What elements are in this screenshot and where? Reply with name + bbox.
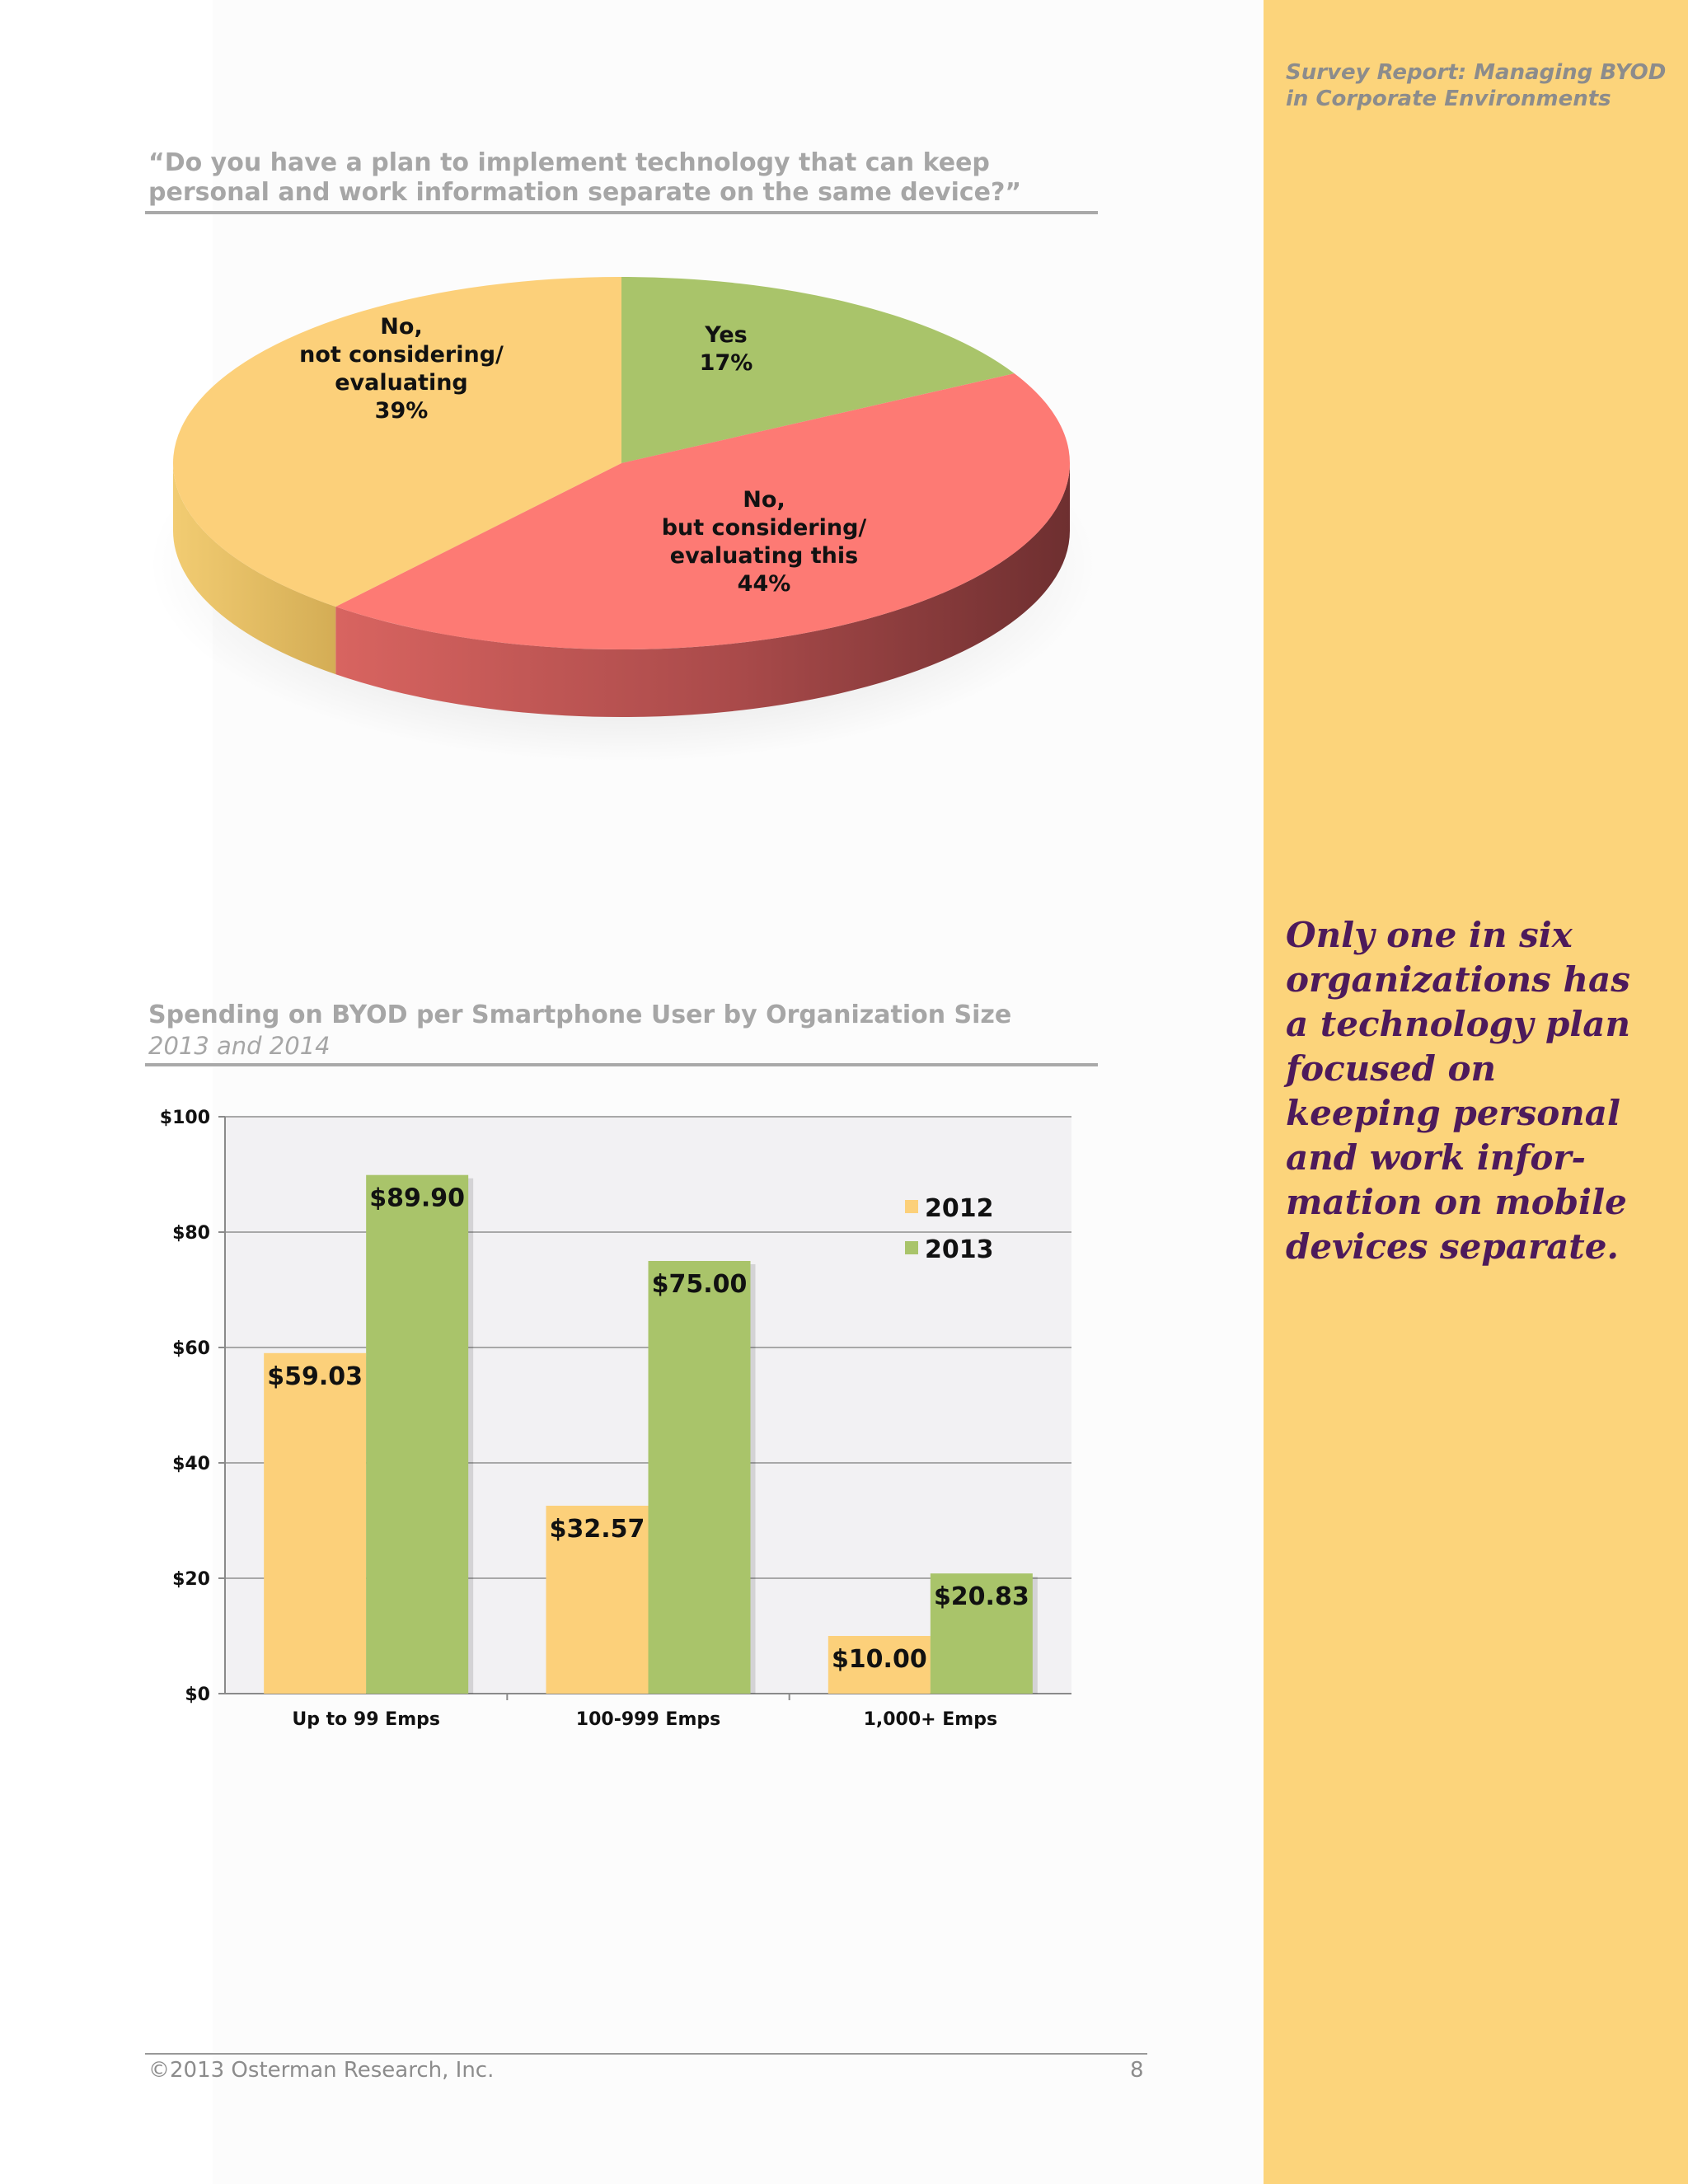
pie-labels: Yes 17% No, but considering/evaluating this… bbox=[299, 314, 866, 597]
bar-2013-2 bbox=[930, 1573, 1033, 1694]
sidebar: Survey Report: Managing BYOD in Corporat… bbox=[1264, 0, 1688, 2184]
y-tick-label: $80 bbox=[172, 1223, 210, 1244]
bar-chart: $0 $20 $40 $60 $80 $100 $59.03 $89.90 Up to 99 … bbox=[160, 1108, 1071, 1730]
data-label: $59.03 bbox=[267, 1362, 363, 1391]
x-tick-label: 1,000+ Emps bbox=[864, 1709, 997, 1730]
x-tick-label: 100-999 Emps bbox=[576, 1709, 720, 1730]
bar-title-rule bbox=[145, 1063, 1098, 1066]
y-tick-label: $60 bbox=[172, 1338, 210, 1359]
pie-chart: Yes 17% No, but considering/evaluating this… bbox=[149, 277, 1097, 762]
y-tick-label: $40 bbox=[172, 1454, 210, 1474]
pie-slice-no-not-considering-evaluating bbox=[173, 277, 621, 607]
legend-swatch-2013 bbox=[905, 1241, 918, 1254]
pie-label-yes: Yes 17% bbox=[700, 322, 753, 376]
legend-label-2012: 2012 bbox=[925, 1194, 994, 1223]
pie-label-no-not-considering-evaluating: No, not considering/evaluating 39% bbox=[299, 314, 504, 424]
pie-slice-yes bbox=[621, 277, 1015, 463]
bar-2013-0 bbox=[366, 1174, 469, 1694]
data-label: $20.83 bbox=[934, 1582, 1029, 1611]
footer-rule bbox=[145, 2053, 1147, 2055]
data-label: $89.90 bbox=[369, 1184, 465, 1213]
pie-side-no-but-considering-evaluating-this bbox=[335, 463, 1070, 717]
pie-tops bbox=[173, 277, 1070, 649]
bar-2013-1 bbox=[648, 1261, 751, 1694]
legend-swatch-2012 bbox=[905, 1200, 918, 1213]
y-tick-label: $0 bbox=[185, 1685, 210, 1705]
bar-2012-1 bbox=[546, 1506, 649, 1694]
y-tick-label: $20 bbox=[172, 1569, 210, 1590]
bar-2012-2 bbox=[828, 1636, 931, 1694]
legend-label-2013: 2013 bbox=[925, 1235, 994, 1264]
x-tick-label: Up to 99 Emps bbox=[292, 1709, 440, 1730]
pie-slice-no-but-considering-evaluating-this bbox=[335, 373, 1070, 649]
data-label: $75.00 bbox=[652, 1270, 748, 1299]
pie-side-no-not-considering-evaluating bbox=[173, 463, 336, 675]
pie-label-no-but-considering-evaluating-this: No, but considering/evaluating this 44% bbox=[662, 487, 867, 597]
copyright: ©2013 Osterman Research, Inc. bbox=[148, 2058, 495, 2083]
data-label: $32.57 bbox=[550, 1515, 645, 1544]
bar-chart-title: Spending on BYOD per Smartphone User by … bbox=[148, 1001, 1012, 1029]
pie-sides bbox=[173, 463, 1070, 717]
report-title: Survey Report: Managing BYOD in Corporat… bbox=[1286, 60, 1667, 111]
data-label: $10.00 bbox=[832, 1645, 927, 1674]
page-number: 8 bbox=[1130, 2058, 1144, 2083]
y-tick-label: $100 bbox=[160, 1108, 210, 1128]
pull-quote: Only one in six organizations has a tech… bbox=[1286, 915, 1631, 1267]
pie-chart-title: “Do you have a plan to implement technol… bbox=[148, 148, 1022, 207]
pie-title-rule bbox=[145, 211, 1098, 214]
bar-chart-subtitle: 2013 and 2014 bbox=[148, 1032, 331, 1060]
bar-2012-0 bbox=[264, 1352, 367, 1694]
page-margin bbox=[0, 0, 213, 2184]
